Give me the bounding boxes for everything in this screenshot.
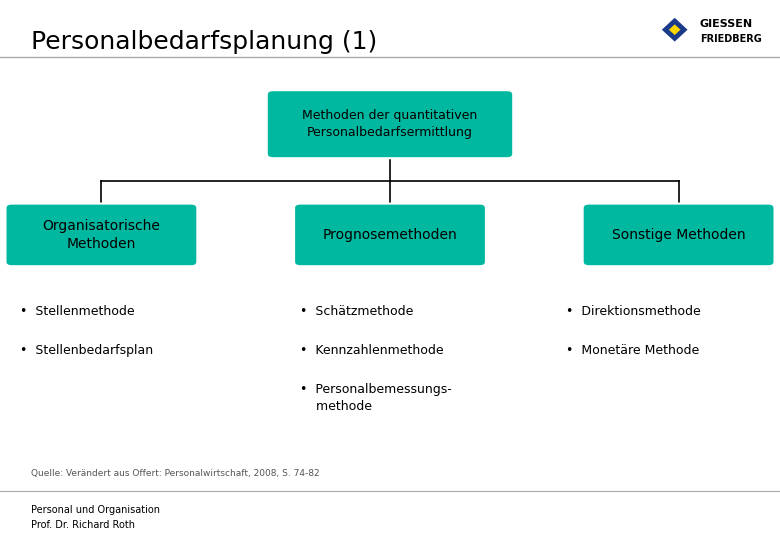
Text: •  Direktionsmethode: • Direktionsmethode bbox=[566, 305, 700, 318]
Text: Personalbedarfsplanung (1): Personalbedarfsplanung (1) bbox=[31, 30, 378, 53]
FancyBboxPatch shape bbox=[583, 204, 775, 266]
Text: Sonstige Methoden: Sonstige Methoden bbox=[612, 228, 746, 242]
Text: FRIEDBERG: FRIEDBERG bbox=[700, 35, 761, 44]
FancyBboxPatch shape bbox=[5, 204, 197, 266]
Polygon shape bbox=[669, 24, 680, 35]
FancyBboxPatch shape bbox=[294, 204, 486, 266]
Text: •  Schätzmethode: • Schätzmethode bbox=[300, 305, 413, 318]
Text: •  Kennzahlenmethode: • Kennzahlenmethode bbox=[300, 344, 444, 357]
Text: •  Personalbemessungs-
    methode: • Personalbemessungs- methode bbox=[300, 383, 452, 413]
Text: •  Monetäre Methode: • Monetäre Methode bbox=[566, 344, 699, 357]
Polygon shape bbox=[661, 18, 688, 42]
Text: •  Stellenmethode: • Stellenmethode bbox=[20, 305, 134, 318]
Text: Prognosemethoden: Prognosemethoden bbox=[323, 228, 457, 242]
Text: GIESSEN: GIESSEN bbox=[700, 19, 753, 29]
Text: •  Stellenbedarfsplan: • Stellenbedarfsplan bbox=[20, 344, 153, 357]
Text: Prof. Dr. Richard Roth: Prof. Dr. Richard Roth bbox=[31, 520, 135, 530]
Text: Personal und Organisation: Personal und Organisation bbox=[31, 505, 160, 515]
Text: Organisatorische
Methoden: Organisatorische Methoden bbox=[42, 219, 161, 251]
Text: Methoden der quantitativen
Personalbedarfsermittlung: Methoden der quantitativen Personalbedar… bbox=[303, 109, 477, 139]
FancyBboxPatch shape bbox=[267, 90, 513, 158]
Text: Quelle: Verändert aus Offert: Personalwirtschaft, 2008, S. 74-82: Quelle: Verändert aus Offert: Personalwi… bbox=[31, 469, 320, 478]
